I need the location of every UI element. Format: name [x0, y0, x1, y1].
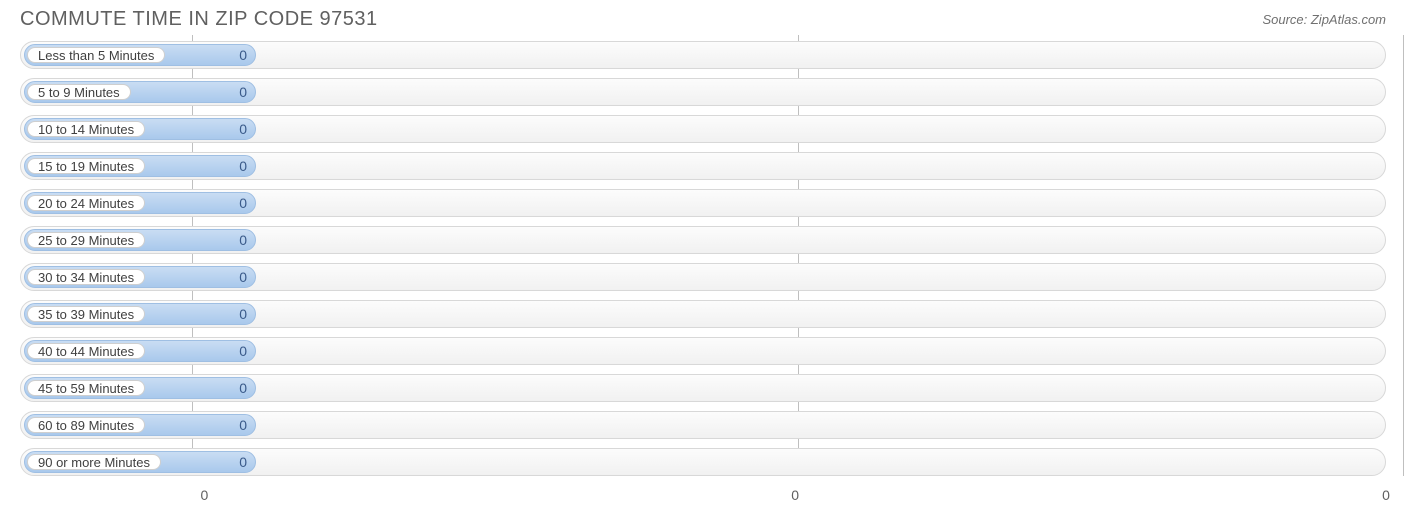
bar-fill: 60 to 89 Minutes 0: [24, 414, 256, 436]
bar-value: 0: [239, 452, 247, 472]
bar-fill: 30 to 34 Minutes 0: [24, 266, 256, 288]
bar-fill: 35 to 39 Minutes 0: [24, 303, 256, 325]
bar-fill: 5 to 9 Minutes 0: [24, 81, 256, 103]
bar-fill: 40 to 44 Minutes 0: [24, 340, 256, 362]
bar-track: 10 to 14 Minutes 0: [20, 115, 1386, 143]
gridline: [1403, 35, 1404, 476]
chart-title: COMMUTE TIME IN ZIP CODE 97531: [20, 8, 378, 31]
bar-label: 25 to 29 Minutes: [27, 232, 145, 248]
bar-value: 0: [239, 415, 247, 435]
bar-track: 90 or more Minutes 0: [20, 448, 1386, 476]
bar-value: 0: [239, 193, 247, 213]
bar-track: 5 to 9 Minutes 0: [20, 78, 1386, 106]
bar-fill: 45 to 59 Minutes 0: [24, 377, 256, 399]
bar-label: 30 to 34 Minutes: [27, 269, 145, 285]
bar-label: 35 to 39 Minutes: [27, 306, 145, 322]
bar-track: 30 to 34 Minutes 0: [20, 263, 1386, 291]
chart-area: Less than 5 Minutes05 to 9 Minutes010 to…: [0, 35, 1406, 476]
rows-container: Less than 5 Minutes05 to 9 Minutes010 to…: [20, 41, 1386, 476]
bar-label: Less than 5 Minutes: [27, 47, 165, 63]
bar-track: 45 to 59 Minutes 0: [20, 374, 1386, 402]
x-axis: 000: [20, 485, 1386, 509]
bar-track: 60 to 89 Minutes 0: [20, 411, 1386, 439]
bar-label: 15 to 19 Minutes: [27, 158, 145, 174]
bar-label: 90 or more Minutes: [27, 454, 161, 470]
chart-header: COMMUTE TIME IN ZIP CODE 97531 Source: Z…: [0, 0, 1406, 35]
bar-label: 5 to 9 Minutes: [27, 84, 131, 100]
bar-value: 0: [239, 341, 247, 361]
bar-value: 0: [239, 267, 247, 287]
bar-value: 0: [239, 304, 247, 324]
bar-fill: 25 to 29 Minutes 0: [24, 229, 256, 251]
bar-fill: 20 to 24 Minutes 0: [24, 192, 256, 214]
bar-value: 0: [239, 45, 247, 65]
chart-source: Source: ZipAtlas.com: [1262, 12, 1386, 27]
bar-value: 0: [239, 378, 247, 398]
axis-tick: 0: [791, 487, 799, 503]
bar-value: 0: [239, 82, 247, 102]
axis-tick: 0: [1382, 487, 1390, 503]
bar-fill: 10 to 14 Minutes 0: [24, 118, 256, 140]
bar-track: 35 to 39 Minutes 0: [20, 300, 1386, 328]
bar-value: 0: [239, 156, 247, 176]
bar-fill: 90 or more Minutes 0: [24, 451, 256, 473]
axis-tick: 0: [201, 487, 209, 503]
bar-value: 0: [239, 119, 247, 139]
bar-track: 20 to 24 Minutes 0: [20, 189, 1386, 217]
bar-track: 40 to 44 Minutes 0: [20, 337, 1386, 365]
bar-value: 0: [239, 230, 247, 250]
bar-fill: 15 to 19 Minutes 0: [24, 155, 256, 177]
bar-label: 10 to 14 Minutes: [27, 121, 145, 137]
bar-label: 60 to 89 Minutes: [27, 417, 145, 433]
bar-label: 40 to 44 Minutes: [27, 343, 145, 359]
bar-track: 25 to 29 Minutes 0: [20, 226, 1386, 254]
bar-label: 20 to 24 Minutes: [27, 195, 145, 211]
bar-label: 45 to 59 Minutes: [27, 380, 145, 396]
bar-fill: Less than 5 Minutes 0: [24, 44, 256, 66]
bar-track: Less than 5 Minutes 0: [20, 41, 1386, 69]
bar-track: 15 to 19 Minutes 0: [20, 152, 1386, 180]
